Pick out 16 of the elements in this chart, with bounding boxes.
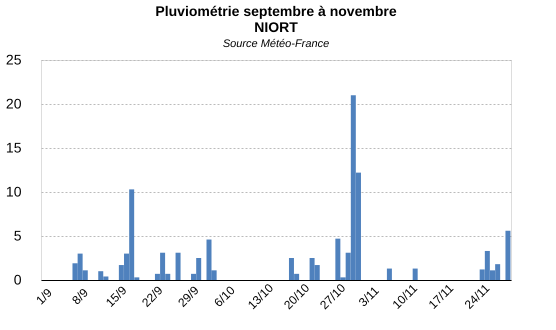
x-tick-label: 8/9: [69, 285, 92, 308]
y-tick-label: 5: [14, 228, 22, 244]
chart-title: Pluviométrie septembre à novembre NIORT: [155, 3, 397, 35]
bar: [176, 252, 181, 280]
x-tick-label: 3/11: [356, 283, 382, 310]
bar: [386, 268, 392, 280]
chart-subtitle: Source Météo-France: [222, 38, 330, 50]
bar: [505, 230, 510, 280]
y-tick-label: 25: [6, 52, 22, 68]
x-tick-label: 1/9: [33, 285, 56, 308]
x-tick-label: 6/10: [211, 283, 238, 310]
y-tick-label: 0: [14, 272, 22, 288]
bar: [412, 268, 418, 280]
y-tick-label: 10: [6, 184, 22, 200]
y-tick-label: 20: [6, 96, 22, 112]
y-tick-label: 15: [6, 140, 22, 156]
